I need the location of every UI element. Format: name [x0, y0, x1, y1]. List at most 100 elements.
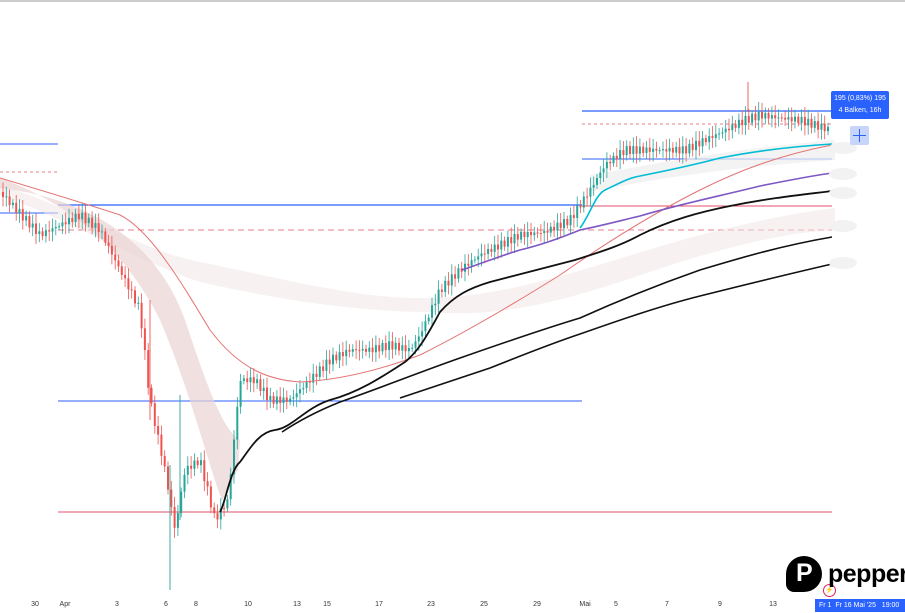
candle-body — [467, 263, 470, 266]
candle-body — [259, 379, 262, 392]
candle-body — [167, 466, 169, 490]
candle-body — [457, 268, 460, 279]
candle-body — [734, 124, 737, 128]
candle-body — [193, 460, 196, 469]
x-tick-label: 30 — [31, 601, 39, 608]
x-tick-label: 15 — [323, 601, 331, 608]
candle-body — [701, 138, 704, 147]
candle-body — [803, 116, 806, 126]
candle-body — [64, 222, 67, 225]
candle-body — [695, 140, 697, 151]
candle-body — [219, 508, 222, 520]
candle-body — [124, 274, 127, 279]
candle-body — [200, 460, 202, 466]
candle-body — [437, 289, 440, 304]
candle-body — [358, 350, 361, 352]
candle-body — [28, 216, 31, 228]
candle-body — [543, 230, 546, 234]
candle-body — [137, 302, 140, 304]
candle-body — [744, 115, 747, 126]
candle-body — [44, 230, 47, 237]
candle-body — [539, 233, 542, 235]
candle-body — [421, 331, 424, 337]
candle-body — [38, 231, 41, 235]
candle-body — [282, 397, 285, 404]
candle-body — [780, 117, 783, 119]
candle-body — [490, 248, 493, 252]
candle-body — [170, 489, 173, 507]
candle-body — [797, 116, 800, 124]
candle-body — [417, 336, 420, 342]
candle-body — [114, 254, 117, 261]
candle-body — [737, 119, 740, 128]
candle-body — [553, 226, 556, 231]
candle-body — [229, 474, 232, 500]
candle-body — [731, 124, 734, 131]
candle-body — [652, 148, 655, 152]
candle-body — [21, 209, 24, 221]
candle-body — [589, 187, 592, 197]
candle-body — [249, 377, 252, 383]
candle-body — [5, 196, 8, 198]
candle-body — [289, 398, 292, 402]
candle-body — [444, 280, 447, 292]
candle-body — [31, 223, 34, 228]
candle-body — [388, 341, 391, 351]
x-tick-label: 13 — [769, 601, 777, 608]
candle-body — [579, 205, 582, 208]
candle-body — [140, 302, 143, 329]
pepper-logo-mark — [786, 556, 822, 592]
candle-body — [464, 263, 466, 272]
candle-body — [68, 217, 70, 225]
candle-body — [473, 259, 476, 261]
candle-body — [35, 223, 37, 235]
candle-body — [74, 213, 77, 222]
x-tick-label: 17 — [375, 601, 383, 608]
candle-body — [678, 146, 681, 154]
candle-body — [526, 231, 529, 238]
add-plus-icon[interactable] — [850, 126, 869, 145]
candle-body — [279, 396, 282, 404]
candle-body — [233, 439, 235, 475]
candle-body — [602, 168, 605, 173]
candle-body — [272, 396, 275, 404]
candles — [2, 82, 829, 590]
candle-body — [784, 117, 787, 120]
candle-body — [787, 117, 790, 120]
candle-body — [368, 347, 371, 352]
candle-body — [186, 465, 189, 475]
candle-body — [8, 196, 11, 206]
candle-body — [440, 289, 443, 292]
candle-body — [510, 237, 513, 244]
candle-body — [546, 230, 549, 233]
candle-body — [246, 378, 249, 383]
candle-body — [41, 231, 44, 237]
candle-body — [18, 209, 21, 214]
lightning-icon[interactable]: ⚡ — [823, 584, 836, 597]
candle-body — [764, 113, 767, 119]
x-tick-label: Mai — [579, 601, 591, 608]
candle-body — [513, 233, 516, 244]
candle-body — [318, 366, 321, 377]
candle-body — [242, 378, 245, 381]
candle-body — [411, 347, 414, 349]
candle-body — [536, 232, 539, 234]
candle-body — [107, 242, 110, 246]
candle-body — [25, 216, 28, 221]
candle-body — [213, 507, 216, 514]
tooltip-bar-count: 4 Balken, 16h — [838, 107, 882, 114]
candle-body — [398, 342, 400, 351]
candle-body — [655, 148, 658, 151]
candle-body — [394, 342, 397, 350]
candle-body — [77, 213, 80, 220]
candle-body — [751, 113, 754, 123]
candle-body — [704, 138, 707, 143]
candle-body — [384, 342, 387, 351]
candle-body — [266, 387, 268, 400]
candle-body — [348, 349, 351, 352]
candle-body — [431, 305, 433, 318]
candle-body — [662, 149, 664, 151]
candle-body — [619, 150, 622, 160]
candle-body — [434, 303, 437, 306]
